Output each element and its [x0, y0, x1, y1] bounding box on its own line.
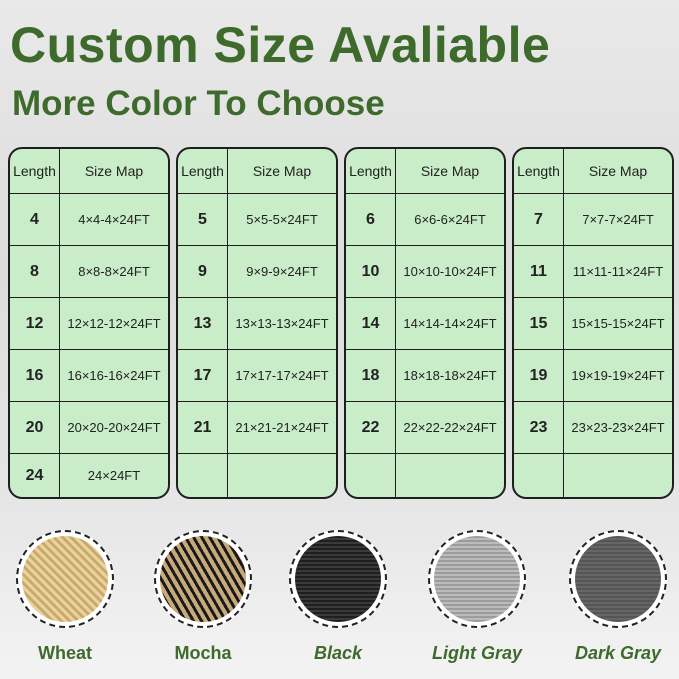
fabric-texture	[22, 536, 108, 622]
length-cell	[346, 454, 396, 497]
color-swatch-light-gray[interactable]	[428, 530, 526, 628]
length-cell: 15	[514, 298, 564, 350]
length-cell: 19	[514, 350, 564, 402]
color-swatch-wheat[interactable]	[16, 530, 114, 628]
color-label: Wheat	[38, 643, 92, 663]
length-cell: 8	[10, 246, 60, 298]
size-cell: 21×21-21×24FT	[228, 402, 336, 454]
size-cell	[228, 454, 336, 497]
subheadline: More Color To Choose	[12, 84, 385, 123]
size-table: Length Size Map 7 7×7-7×24FT 11 11×11-11×24FT…	[512, 147, 674, 499]
color-label: Black	[313, 643, 363, 663]
size-cell: 6×6-6×24FT	[396, 194, 504, 246]
size-cell: 16×16-16×24FT	[60, 350, 168, 402]
size-cell: 9×9-9×24FT	[228, 246, 336, 298]
length-cell: 5	[178, 194, 228, 246]
size-cell: 22×22-22×24FT	[396, 402, 504, 454]
length-cell: 13	[178, 298, 228, 350]
length-cell: 6	[346, 194, 396, 246]
size-cell: 7×7-7×24FT	[564, 194, 672, 246]
color-label: Dark Gray	[574, 643, 662, 663]
length-cell: 14	[346, 298, 396, 350]
color-label: Mocha	[174, 643, 232, 663]
color-swatch-black[interactable]	[289, 530, 387, 628]
size-table: Length Size Map 5 5×5-5×24FT 9 9×9-9×24FT 13 13…	[176, 147, 338, 499]
length-cell: 12	[10, 298, 60, 350]
size-cell: 17×17-17×24FT	[228, 350, 336, 402]
length-cell: 20	[10, 402, 60, 454]
length-cell: 24	[10, 454, 60, 497]
size-cell: 15×15-15×24FT	[564, 298, 672, 350]
length-cell: 9	[178, 246, 228, 298]
header-length: Length	[514, 149, 564, 194]
size-cell: 14×14-14×24FT	[396, 298, 504, 350]
size-cell: 20×20-20×24FT	[60, 402, 168, 454]
length-cell: 10	[346, 246, 396, 298]
header-size-map: Size Map	[60, 149, 168, 194]
color-swatch-dark-gray[interactable]	[569, 530, 667, 628]
length-cell: 22	[346, 402, 396, 454]
fabric-texture	[295, 536, 381, 622]
length-cell	[178, 454, 228, 497]
size-cell: 18×18-18×24FT	[396, 350, 504, 402]
fabric-texture	[575, 536, 661, 622]
header-length: Length	[178, 149, 228, 194]
fabric-texture	[434, 536, 520, 622]
fabric-texture	[160, 536, 246, 622]
length-cell: 16	[10, 350, 60, 402]
header-length: Length	[346, 149, 396, 194]
size-cell	[396, 454, 504, 497]
length-cell	[514, 454, 564, 497]
length-cell: 7	[514, 194, 564, 246]
headline: Custom Size Avaliable	[10, 17, 551, 73]
length-cell: 18	[346, 350, 396, 402]
size-cell: 4×4-4×24FT	[60, 194, 168, 246]
color-swatch-mocha[interactable]	[154, 530, 252, 628]
length-cell: 11	[514, 246, 564, 298]
size-cell: 8×8-8×24FT	[60, 246, 168, 298]
header-length: Length	[10, 149, 60, 194]
size-cell: 10×10-10×24FT	[396, 246, 504, 298]
length-cell: 4	[10, 194, 60, 246]
header-size-map: Size Map	[564, 149, 672, 194]
size-cell: 12×12-12×24FT	[60, 298, 168, 350]
length-cell: 21	[178, 402, 228, 454]
size-cell: 11×11-11×24FT	[564, 246, 672, 298]
size-cell: 19×19-19×24FT	[564, 350, 672, 402]
size-cell: 13×13-13×24FT	[228, 298, 336, 350]
header-size-map: Size Map	[228, 149, 336, 194]
color-label: Light Gray	[431, 643, 522, 663]
size-cell	[564, 454, 672, 497]
length-cell: 23	[514, 402, 564, 454]
size-cell: 5×5-5×24FT	[228, 194, 336, 246]
length-cell: 17	[178, 350, 228, 402]
size-table: Length Size Map 6 6×6-6×24FT 10 10×10-10×24FT…	[344, 147, 506, 499]
size-cell: 23×23-23×24FT	[564, 402, 672, 454]
size-cell: 24×24FT	[87, 468, 141, 483]
size-table: Length Size Map 4 4×4-4×24FT 8 8×8-8×24FT 12 12…	[8, 147, 170, 499]
header-size-map: Size Map	[396, 149, 504, 194]
